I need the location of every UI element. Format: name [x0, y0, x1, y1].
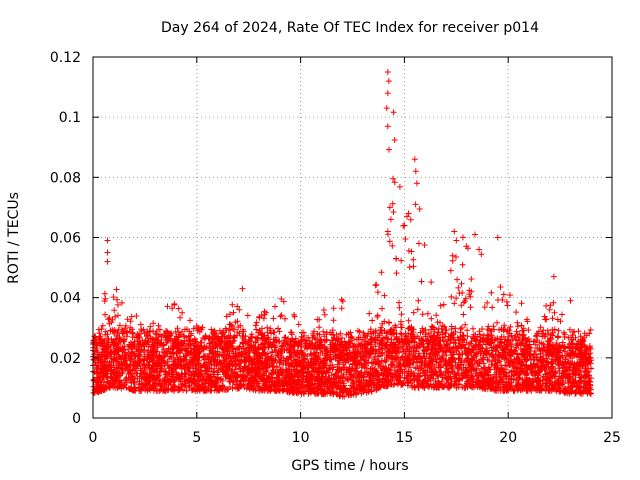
y-axis-label: ROTI / TECUs — [6, 192, 22, 284]
y-tick-label: 0.12 — [50, 50, 81, 66]
x-tick-label: 20 — [499, 430, 517, 446]
data-points — [90, 69, 595, 400]
x-tick-label: 15 — [395, 430, 413, 446]
y-tick-label: 0.06 — [50, 231, 81, 247]
x-tick-label: 10 — [292, 430, 310, 446]
y-tick-label: 0.02 — [50, 351, 81, 367]
y-tick-labels: 0 0.02 0.04 0.06 0.08 0.1 0.12 — [50, 50, 81, 427]
x-axis-label: GPS time / hours — [291, 458, 408, 474]
y-tick-label: 0 — [72, 411, 81, 427]
chart-title: Day 264 of 2024, Rate Of TEC Index for r… — [161, 20, 539, 36]
axis-ticks — [92, 56, 613, 419]
y-tick-label: 0.08 — [50, 170, 81, 186]
x-tick-label: 0 — [89, 430, 98, 446]
y-tick-label: 0.04 — [50, 291, 81, 307]
y-tick-label: 0.1 — [59, 110, 81, 126]
x-tick-labels: 0 5 10 15 20 25 — [89, 430, 621, 446]
roti-data-points — [90, 69, 595, 400]
x-tick-label: 5 — [192, 430, 201, 446]
x-tick-label: 25 — [603, 430, 621, 446]
